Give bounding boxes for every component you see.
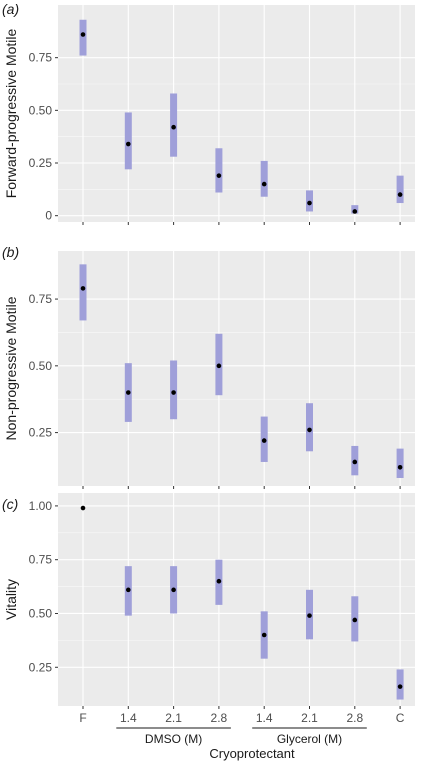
- x-tick-label: C: [396, 711, 405, 725]
- data-point-3: [171, 390, 176, 395]
- x-tick-label: 2.1: [165, 711, 182, 725]
- data-point-4: [216, 363, 222, 369]
- panels: 0 0.25 0.50 0.75 Forward-progressive Motile (…: [2, 1, 415, 709]
- panel-background: [58, 251, 415, 486]
- data-point-1: [80, 32, 86, 37]
- x-axis: F 1.4 2.1 2.8 1.4 2.1 2.8 C DMSO (M) Glycerol (M): [79, 711, 404, 746]
- panel-3: 0.25 0.50 0.75 1.00 Vitality (c): [2, 493, 415, 709]
- panel-label: (b): [2, 244, 19, 260]
- data-point-2: [126, 587, 131, 593]
- data-point-3: [171, 587, 176, 593]
- x-tick-label: 2.1: [301, 711, 318, 725]
- y-tick-label: 0.75: [29, 292, 53, 306]
- interval-bar-8: [396, 448, 404, 478]
- interval-bar-5: [260, 160, 268, 197]
- x-tick-label: 1.4: [120, 711, 137, 725]
- data-point-4: [216, 578, 222, 584]
- data-point-6: [307, 613, 312, 618]
- data-point-2: [126, 390, 131, 395]
- y-tick-label: 0.50: [29, 103, 53, 117]
- data-point-1: [80, 505, 86, 511]
- data-point-8: [397, 684, 403, 689]
- interval-bar-4: [215, 148, 223, 193]
- y-axis-title: Forward-progressive Motile: [3, 28, 19, 198]
- x-tick-label: 2.8: [211, 711, 228, 725]
- panel-background: [58, 493, 415, 706]
- data-point-2: [126, 141, 131, 147]
- x-tick-label: 2.8: [346, 711, 363, 725]
- x-tick-label: 1.4: [256, 711, 273, 725]
- data-point-7: [352, 209, 358, 214]
- y-tick-label: 0.25: [29, 156, 53, 170]
- y-tick-label: 0.75: [29, 51, 53, 65]
- y-axis-title: Non-progressive Motile: [3, 296, 19, 440]
- data-point-8: [397, 465, 403, 470]
- y-tick-label: 1.00: [29, 499, 53, 513]
- group-label-2: Glycerol (M): [277, 732, 342, 746]
- data-point-1: [80, 286, 86, 291]
- y-tick-label: 0.50: [29, 606, 53, 620]
- data-point-6: [307, 200, 312, 206]
- y-axis-title: Vitality: [3, 579, 19, 620]
- interval-bar-1: [79, 264, 87, 321]
- group-label-1: DMSO (M): [145, 732, 202, 746]
- data-point-8: [397, 192, 403, 197]
- interval-bar-2: [124, 112, 132, 170]
- x-axis-title: Cryoprotectant: [209, 746, 295, 761]
- data-point-3: [171, 124, 176, 130]
- panel-label: (c): [2, 496, 18, 512]
- panel-1: 0 0.25 0.50 0.75 Forward-progressive Motile (…: [2, 1, 415, 225]
- x-tick-label: F: [79, 711, 86, 725]
- data-point-7: [352, 617, 358, 623]
- data-point-5: [261, 181, 267, 187]
- data-point-5: [261, 438, 267, 443]
- data-point-4: [216, 173, 222, 178]
- interval-bar-1: [79, 19, 87, 56]
- y-tick-label: 0.75: [29, 553, 53, 567]
- panel-background: [58, 5, 415, 222]
- y-tick-label: 0.50: [29, 359, 53, 373]
- data-point-6: [307, 427, 312, 433]
- interval-bar-6: [306, 403, 313, 452]
- y-tick-label: 0.25: [29, 660, 53, 674]
- panel-label: (a): [2, 1, 19, 17]
- data-point-5: [261, 632, 267, 638]
- data-point-7: [352, 459, 358, 465]
- interval-bar-3: [170, 360, 178, 420]
- panel-2: 0.25 0.50 0.75 Non-progressive Motile (b): [2, 244, 415, 489]
- interval-bar-8: [396, 175, 404, 204]
- y-tick-label: 0: [45, 209, 52, 223]
- y-tick-label: 0.25: [29, 426, 53, 440]
